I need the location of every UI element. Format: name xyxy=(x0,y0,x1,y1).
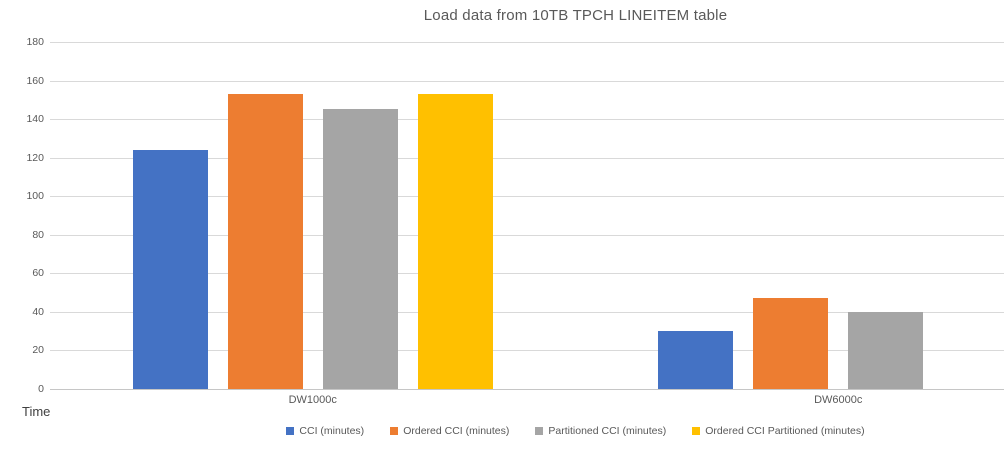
gridline xyxy=(50,234,1004,236)
legend: CCI (minutes) Ordered CCI (minutes) Part… xyxy=(50,425,1004,437)
y-tick-label: 80 xyxy=(32,228,44,241)
legend-swatch-cci xyxy=(286,427,295,435)
bar-dw1000c xyxy=(132,150,208,389)
y-tick-label: 120 xyxy=(26,151,44,164)
bar-dw1000c xyxy=(417,94,493,389)
x-axis-line xyxy=(50,389,1004,390)
y-tick-label: 40 xyxy=(32,305,44,318)
bar-dw6000c xyxy=(753,298,829,389)
plot-area: 0 20 40 60 80 100 120 140 160 180 xyxy=(26,36,1004,395)
legend-item-partitioned-cci: Partitioned CCI (minutes) xyxy=(535,425,666,437)
legend-label-ordered-cci-partitioned: Ordered CCI Partitioned (minutes) xyxy=(705,425,865,437)
gridline xyxy=(50,311,1004,313)
legend-item-cci: CCI (minutes) xyxy=(286,425,364,437)
y-tick-label: 160 xyxy=(26,74,44,87)
bar-dw1000c xyxy=(227,94,303,389)
legend-swatch-ordered-cci xyxy=(390,427,399,435)
y-tick-label: 0 xyxy=(38,383,44,395)
gridline xyxy=(50,119,1004,121)
y-tick-label: 100 xyxy=(26,190,44,203)
category-label-dw6000c: DW6000c xyxy=(814,394,863,406)
gridline xyxy=(50,273,1004,275)
gridline xyxy=(50,350,1004,352)
legend-label-cci: CCI (minutes) xyxy=(299,425,365,437)
bar-dw6000c xyxy=(658,331,734,389)
legend-label-ordered-cci: Ordered CCI (minutes) xyxy=(403,425,510,437)
y-axis-title: Time xyxy=(22,404,51,419)
x-axis-category-labels: DW1000c DW6000c xyxy=(50,394,1004,406)
y-tick-label: 60 xyxy=(32,267,44,280)
legend-item-ordered-cci: Ordered CCI (minutes) xyxy=(390,425,509,437)
bar-dw1000c xyxy=(322,109,398,389)
bar-dw6000c xyxy=(848,312,924,389)
legend-swatch-partitioned-cci xyxy=(535,427,544,435)
legend-swatch-ordered-cci-partitioned xyxy=(692,427,701,435)
bar-group-dw1000c xyxy=(50,42,576,389)
y-tick-label: 20 xyxy=(32,344,44,357)
legend-item-ordered-cci-partitioned: Ordered CCI Partitioned (minutes) xyxy=(692,425,865,437)
category-label-dw1000c: DW1000c xyxy=(288,394,337,406)
y-tick-label: 140 xyxy=(26,113,44,126)
gridline xyxy=(50,196,1004,198)
chart-title: Load data from 10TB TPCH LINEITEM table xyxy=(423,7,728,24)
gridline xyxy=(50,157,1004,159)
legend-label-partitioned-cci: Partitioned CCI (minutes) xyxy=(548,425,667,437)
gridline xyxy=(50,80,1004,82)
gridline xyxy=(50,42,1004,43)
y-tick-label: 180 xyxy=(26,36,44,48)
bar-group-dw6000c xyxy=(576,42,1004,389)
